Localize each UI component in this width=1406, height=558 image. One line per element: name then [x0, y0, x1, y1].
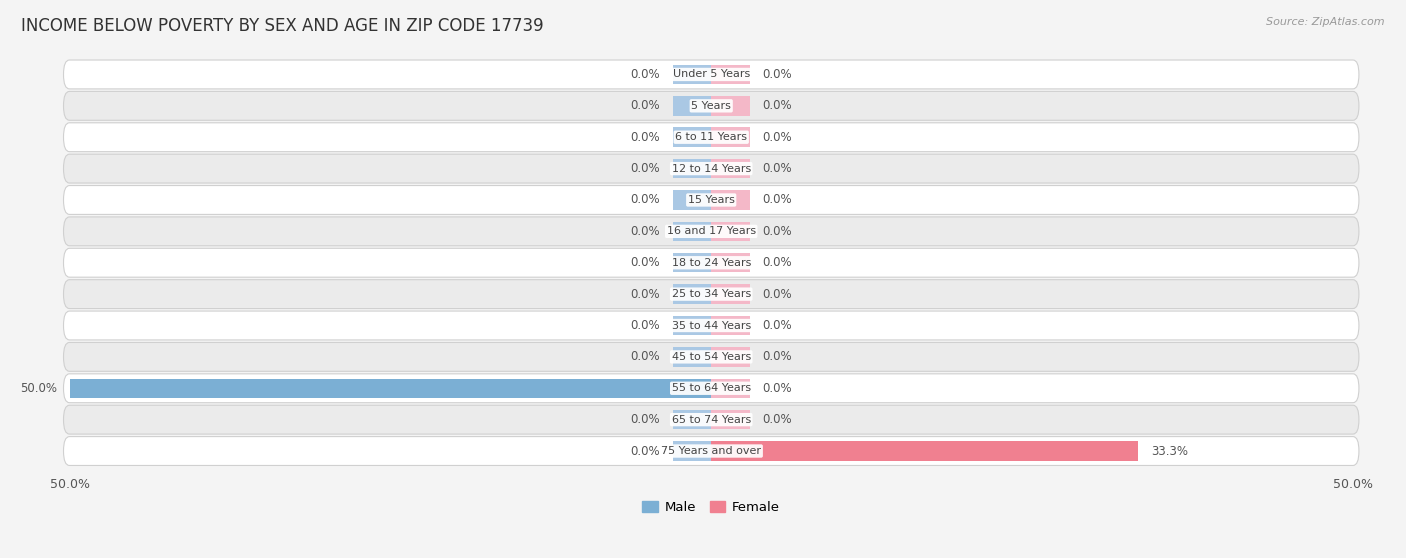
Bar [672, 222, 711, 241]
FancyBboxPatch shape [63, 92, 1360, 121]
Bar [672, 127, 711, 147]
Bar [672, 159, 711, 179]
Bar [672, 441, 711, 461]
Text: 0.0%: 0.0% [762, 256, 792, 270]
FancyBboxPatch shape [63, 311, 1360, 340]
Bar [672, 96, 711, 116]
FancyBboxPatch shape [63, 154, 1360, 183]
Text: 16 and 17 Years: 16 and 17 Years [666, 227, 756, 237]
Text: 0.0%: 0.0% [762, 287, 792, 301]
Legend: Male, Female: Male, Female [637, 496, 786, 519]
Text: 0.0%: 0.0% [762, 413, 792, 426]
Text: 12 to 14 Years: 12 to 14 Years [672, 163, 751, 174]
Text: 0.0%: 0.0% [630, 99, 659, 112]
FancyBboxPatch shape [63, 405, 1360, 434]
Text: 0.0%: 0.0% [630, 350, 659, 363]
Bar [711, 285, 749, 304]
FancyBboxPatch shape [63, 123, 1360, 152]
Bar [711, 127, 749, 147]
Bar [711, 410, 749, 429]
Text: 18 to 24 Years: 18 to 24 Years [672, 258, 751, 268]
Bar [711, 316, 749, 335]
Text: 0.0%: 0.0% [630, 445, 659, 458]
Text: INCOME BELOW POVERTY BY SEX AND AGE IN ZIP CODE 17739: INCOME BELOW POVERTY BY SEX AND AGE IN Z… [21, 17, 544, 35]
Text: 0.0%: 0.0% [762, 162, 792, 175]
Bar [672, 410, 711, 429]
Text: 0.0%: 0.0% [630, 162, 659, 175]
Bar [672, 316, 711, 335]
Text: 0.0%: 0.0% [630, 319, 659, 332]
Bar [711, 190, 749, 210]
Bar [711, 253, 749, 272]
Text: 0.0%: 0.0% [762, 99, 792, 112]
FancyBboxPatch shape [63, 374, 1360, 403]
FancyBboxPatch shape [63, 343, 1360, 371]
Text: 75 Years and over: 75 Years and over [661, 446, 761, 456]
Bar [672, 65, 711, 84]
Text: 0.0%: 0.0% [630, 131, 659, 144]
Text: 45 to 54 Years: 45 to 54 Years [672, 352, 751, 362]
Text: 0.0%: 0.0% [762, 225, 792, 238]
FancyBboxPatch shape [63, 248, 1360, 277]
Bar [711, 96, 749, 116]
Text: 0.0%: 0.0% [762, 382, 792, 395]
Bar [672, 253, 711, 272]
FancyBboxPatch shape [63, 280, 1360, 309]
Text: Under 5 Years: Under 5 Years [672, 69, 749, 79]
Bar [672, 347, 711, 367]
Text: 0.0%: 0.0% [630, 287, 659, 301]
FancyBboxPatch shape [63, 217, 1360, 246]
FancyBboxPatch shape [63, 186, 1360, 214]
Text: 65 to 74 Years: 65 to 74 Years [672, 415, 751, 425]
Text: 0.0%: 0.0% [630, 194, 659, 206]
Bar [711, 347, 749, 367]
Text: 33.3%: 33.3% [1152, 445, 1188, 458]
Text: 0.0%: 0.0% [762, 194, 792, 206]
Text: 6 to 11 Years: 6 to 11 Years [675, 132, 747, 142]
Text: 0.0%: 0.0% [762, 350, 792, 363]
Bar [672, 285, 711, 304]
Text: 55 to 64 Years: 55 to 64 Years [672, 383, 751, 393]
Text: 0.0%: 0.0% [630, 413, 659, 426]
Bar [711, 222, 749, 241]
Text: 0.0%: 0.0% [630, 256, 659, 270]
Text: 50.0%: 50.0% [20, 382, 58, 395]
Bar [711, 378, 749, 398]
Bar [711, 65, 749, 84]
FancyBboxPatch shape [63, 436, 1360, 465]
Text: 0.0%: 0.0% [762, 319, 792, 332]
Bar [70, 378, 711, 398]
Bar [672, 190, 711, 210]
FancyBboxPatch shape [63, 60, 1360, 89]
Text: 0.0%: 0.0% [762, 131, 792, 144]
Bar [711, 441, 1139, 461]
Text: Source: ZipAtlas.com: Source: ZipAtlas.com [1267, 17, 1385, 27]
Text: 15 Years: 15 Years [688, 195, 735, 205]
Text: 0.0%: 0.0% [762, 68, 792, 81]
Text: 35 to 44 Years: 35 to 44 Years [672, 320, 751, 330]
Text: 5 Years: 5 Years [692, 101, 731, 111]
Text: 25 to 34 Years: 25 to 34 Years [672, 289, 751, 299]
Text: 0.0%: 0.0% [630, 68, 659, 81]
Text: 0.0%: 0.0% [630, 225, 659, 238]
Bar [711, 159, 749, 179]
